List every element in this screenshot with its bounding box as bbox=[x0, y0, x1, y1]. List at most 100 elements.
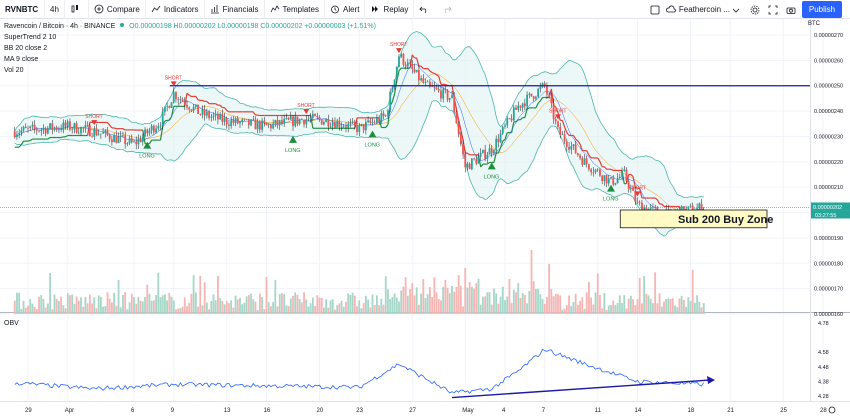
replay-button[interactable]: Replay bbox=[365, 0, 415, 19]
templates-button[interactable]: Templates bbox=[265, 0, 325, 19]
financials-label: Financials bbox=[222, 4, 259, 14]
volume-bar bbox=[592, 304, 595, 314]
replay-label: Replay bbox=[383, 4, 409, 14]
legend-indicator[interactable]: BB 20 close 2 bbox=[4, 45, 48, 52]
candle-body bbox=[130, 138, 133, 142]
candle-body bbox=[442, 88, 445, 99]
long-arrow-icon bbox=[143, 141, 152, 149]
supertrend-segment bbox=[310, 115, 314, 129]
layout-name-dropdown[interactable]: Feathercoin ... bbox=[662, 0, 744, 19]
supertrend-segment bbox=[502, 139, 506, 142]
settings-button[interactable] bbox=[748, 0, 762, 19]
candle-body bbox=[594, 169, 597, 173]
volume-bar bbox=[356, 306, 358, 314]
candle-body bbox=[113, 135, 116, 143]
candle-body bbox=[493, 150, 495, 154]
volume-bar bbox=[389, 299, 392, 314]
candle-body bbox=[108, 134, 111, 140]
candle-body bbox=[422, 78, 425, 83]
symbol-search-button[interactable]: RVNBTC bbox=[0, 0, 45, 19]
volume-bar bbox=[80, 297, 82, 314]
volume-bar bbox=[161, 295, 164, 314]
candle-body bbox=[537, 89, 540, 97]
volume-bar bbox=[194, 292, 197, 314]
candle-body bbox=[261, 120, 263, 130]
candle-body bbox=[512, 107, 515, 121]
volume-bar bbox=[382, 304, 385, 314]
time-axis-label: 20 bbox=[317, 408, 324, 414]
candle-body bbox=[311, 114, 314, 118]
snapshot-button[interactable] bbox=[784, 0, 798, 19]
candle-body bbox=[614, 182, 617, 185]
candle-body bbox=[462, 144, 464, 155]
volume-bar bbox=[610, 305, 612, 314]
candle-body bbox=[139, 138, 142, 142]
volume-bar bbox=[298, 299, 301, 314]
candle-body bbox=[570, 146, 573, 150]
interval-button[interactable]: 4h bbox=[45, 0, 65, 19]
volume-bar bbox=[62, 305, 65, 314]
fullscreen-button[interactable] bbox=[766, 0, 780, 19]
candle-body bbox=[82, 127, 85, 129]
undo-icon bbox=[419, 6, 427, 14]
alert-button[interactable]: Alert bbox=[325, 0, 366, 19]
layout-square-button[interactable] bbox=[648, 0, 662, 19]
publish-button[interactable]: Publish bbox=[802, 1, 842, 18]
candle-body bbox=[376, 118, 378, 123]
candle-body bbox=[331, 122, 334, 127]
candle-body bbox=[623, 169, 626, 172]
candle-body bbox=[44, 127, 47, 134]
volume-bar bbox=[60, 296, 63, 314]
price-axis-label: 0.00000190 bbox=[814, 236, 843, 242]
candle-body bbox=[612, 177, 615, 185]
candle-body bbox=[387, 110, 389, 116]
candle-body bbox=[168, 106, 171, 108]
volume-bar bbox=[133, 297, 135, 314]
legend-indicator[interactable]: MA 9 close bbox=[4, 56, 39, 63]
legend-indicator[interactable]: SuperTrend 2 10 bbox=[4, 34, 57, 41]
supertrend-segment bbox=[29, 138, 33, 142]
compare-button[interactable]: Compare bbox=[89, 0, 146, 19]
supertrend-segment bbox=[385, 124, 389, 128]
candle-body bbox=[698, 203, 701, 209]
volume-bar bbox=[417, 304, 420, 314]
short-label: SHORT bbox=[549, 108, 566, 114]
chart-canvas[interactable]: Sub 200 Buy Zone LONG LONG LONG LONG LONG SHO… bbox=[0, 19, 850, 418]
candle-body bbox=[274, 119, 277, 124]
supertrend-segment bbox=[524, 108, 528, 118]
redo-button[interactable] bbox=[437, 0, 460, 19]
obv-legend[interactable]: OBV bbox=[4, 320, 19, 327]
volume-bar bbox=[585, 292, 588, 314]
candle-body bbox=[592, 172, 595, 173]
candle-body bbox=[55, 127, 58, 130]
volume-bar bbox=[219, 298, 222, 314]
volume-bar bbox=[429, 287, 431, 314]
legend-title[interactable]: Ravencoin / Bitcoin · 4h · BINANCE bbox=[4, 23, 116, 30]
candle-body bbox=[62, 122, 65, 130]
legend-indicator[interactable]: Vol 20 bbox=[4, 67, 24, 74]
candle-body bbox=[144, 129, 146, 137]
supertrend-segment bbox=[202, 99, 205, 102]
financials-button[interactable]: Financials bbox=[205, 0, 265, 19]
undo-button[interactable] bbox=[414, 0, 437, 19]
volume-bar bbox=[51, 309, 54, 314]
volume-bar bbox=[340, 300, 343, 314]
volume-bar bbox=[358, 300, 361, 314]
chevron-down-icon bbox=[732, 8, 740, 13]
supertrend-segment bbox=[164, 119, 168, 122]
indicators-button[interactable]: Indicators bbox=[146, 0, 205, 19]
volume-bar bbox=[404, 277, 407, 314]
cloud-icon bbox=[665, 5, 676, 12]
candle-body bbox=[590, 169, 593, 173]
supertrend-segment bbox=[438, 76, 442, 85]
candle-body bbox=[468, 163, 471, 170]
volume-bar bbox=[241, 304, 244, 314]
candle-body bbox=[320, 119, 323, 125]
candle-body bbox=[495, 138, 498, 151]
chart-type-button[interactable] bbox=[65, 0, 89, 19]
volume-bar bbox=[44, 307, 47, 314]
layout-name-label: Feathercoin ... bbox=[678, 5, 730, 14]
candle-body bbox=[285, 117, 288, 119]
volume-bar bbox=[252, 299, 255, 314]
volume-bar bbox=[82, 306, 85, 314]
